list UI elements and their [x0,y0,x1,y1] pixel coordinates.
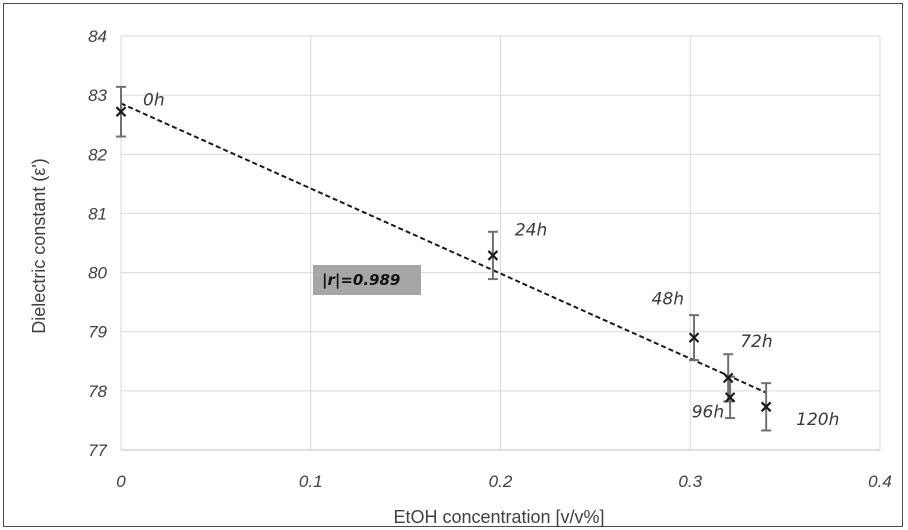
scatter-chart: 77 78 79 80 81 82 83 84 0 0.1 0.2 0.3 0.4 0h 24h 48h 7… [29,27,892,527]
data-point-marker [115,106,127,117]
y-tick-label: 82 [88,145,107,164]
data-point-marker [487,250,499,261]
x-tick-label: 0.1 [299,472,323,491]
x-tick-label: 0.4 [868,472,892,491]
x-tick-label: 0.2 [489,472,513,491]
point-label: 0h [143,91,165,111]
x-tick-label: 0.3 [678,472,702,491]
point-label: 48h [652,290,684,310]
y-tick-label: 80 [88,264,107,283]
grid [120,35,881,451]
point-labels: 0h 24h 48h 72h 96h 120h [143,91,839,430]
correlation-annotation-text: |r|=0.989 [322,271,400,290]
y-tick-label: 83 [88,86,107,105]
error-bars [116,85,772,432]
point-label: 120h [796,410,839,430]
x-tick-labels: 0 0.1 0.2 0.3 0.4 [116,472,892,491]
data-point-marker [724,392,736,403]
y-axis-title: Dielectric constant (ε') [29,158,49,334]
y-tick-label: 78 [88,382,107,401]
chart-frame: 77 78 79 80 81 82 83 84 0 0.1 0.2 0.3 0.4 0h 24h 48h 7… [3,3,903,527]
y-tick-label: 84 [88,27,107,46]
data-point-marker [760,401,772,413]
data-point-marker [722,372,734,384]
x-tick-label: 0 [116,472,126,491]
x-axis-title: EtOH concentration [v/v%] [393,507,604,527]
data-point-marker [688,332,700,343]
correlation-annotation: |r|=0.989 [313,265,421,295]
correlation-annotation-bg [313,265,421,295]
point-label: 96h [692,402,724,422]
data-markers [115,106,772,413]
y-tick-label: 81 [88,204,107,223]
y-tick-labels: 77 78 79 80 81 82 83 84 [88,27,107,460]
point-label: 24h [515,220,547,240]
y-tick-label: 79 [88,323,107,342]
y-tick-label: 77 [88,441,107,460]
trendline [120,102,767,394]
point-label: 72h [740,332,772,352]
